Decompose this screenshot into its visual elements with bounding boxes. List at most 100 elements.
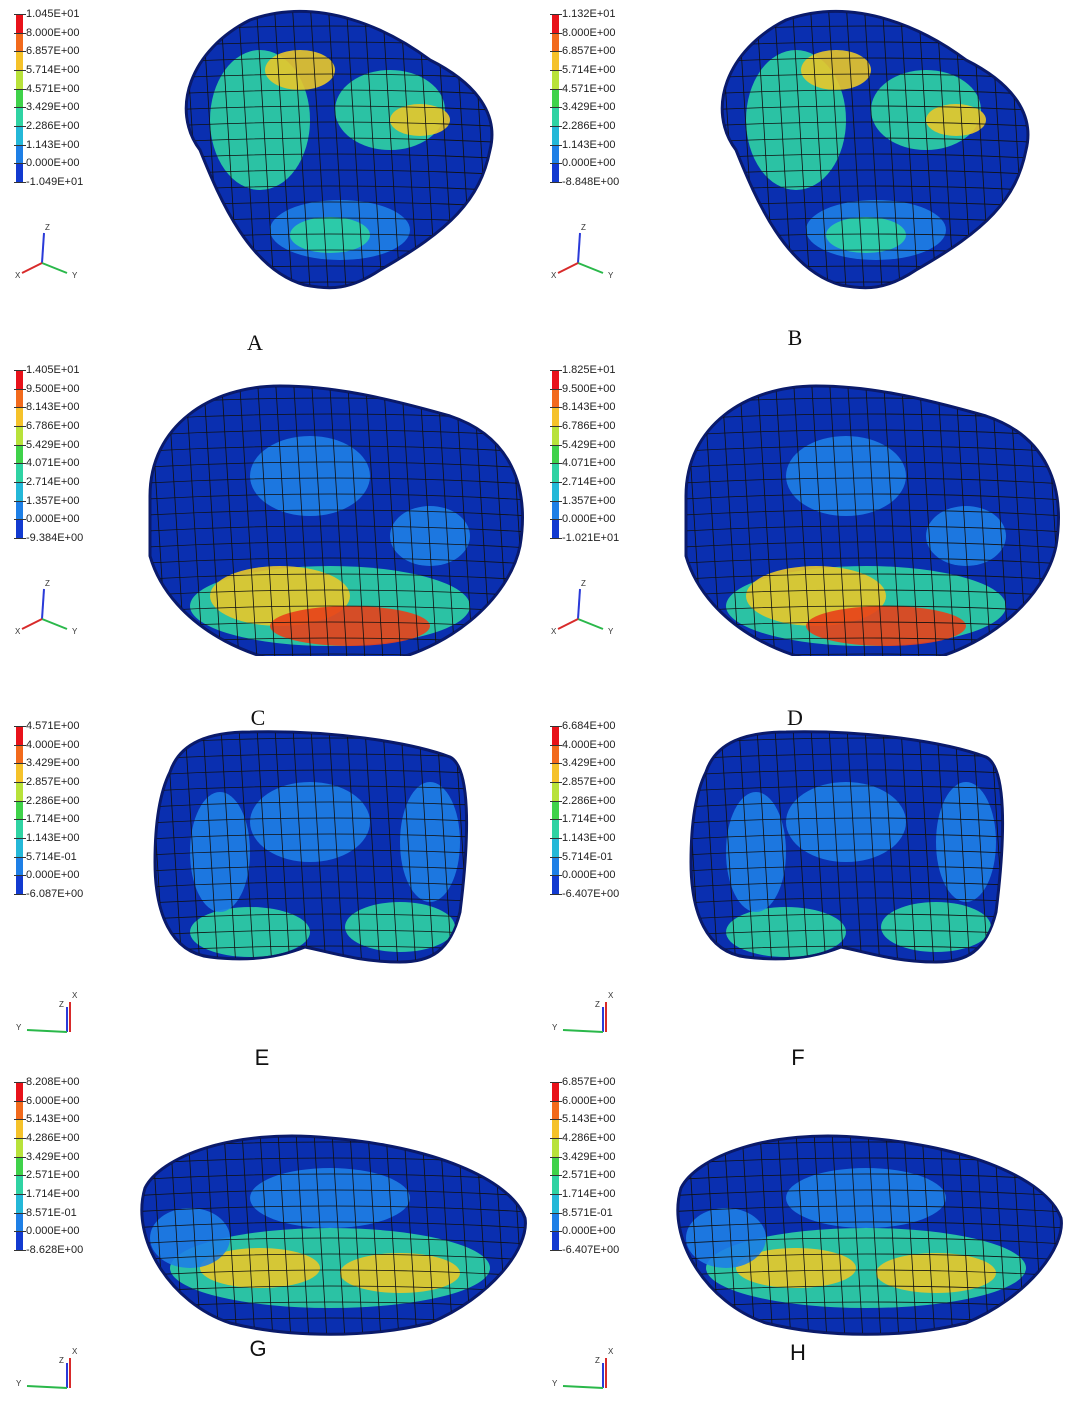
panel-caption: F [791, 1045, 805, 1070]
colorbar-swatch [552, 444, 559, 464]
colorbar-swatch [552, 500, 559, 520]
legend-tick [14, 1175, 26, 1177]
coordinate-triad: Z Y X [551, 579, 614, 636]
colorbar-swatch [552, 781, 559, 801]
colorbar-swatch [16, 163, 23, 182]
legend-tick [550, 1193, 562, 1195]
color-legend: 6.857E+00 6.000E+00 5.143E+00 4.286E+00 3.42… [548, 1076, 658, 1266]
legend-label: 8.571E-01 [562, 1206, 613, 1219]
colorbar-swatch [16, 14, 23, 33]
axis-y-label: Y [608, 627, 614, 636]
legend-label: 5.714E-01 [26, 850, 77, 863]
legend-tick [550, 481, 562, 483]
color-legend: 1.405E+01 9.500E+00 8.143E+00 6.786E+00 5.42… [12, 364, 122, 554]
legend-tick [550, 463, 562, 465]
legend-label: 2.571E+00 [26, 1169, 80, 1182]
colorbar-swatch [552, 107, 559, 126]
colorbar-swatch [16, 144, 23, 164]
colorbar-swatch [552, 32, 559, 52]
colorbar-swatch [552, 463, 559, 482]
colorbar-swatch [16, 107, 23, 126]
panel-caption: G [249, 1336, 267, 1361]
colorbar [552, 14, 559, 182]
colorbar-swatch [16, 763, 23, 782]
legend-tick [550, 856, 562, 858]
legend-label: -6.087E+00 [26, 887, 84, 900]
colorbar-swatch [16, 1231, 23, 1250]
colorbar-swatch [16, 463, 23, 482]
legend-label: 4.571E+00 [562, 82, 616, 95]
fe-mesh-c [148, 384, 524, 656]
legend-label: 6.786E+00 [562, 419, 616, 432]
axis-x-label: X [551, 627, 557, 636]
legend-label: 3.429E+00 [26, 1150, 80, 1163]
fe-mesh-h [676, 1134, 1063, 1336]
axis-z-label: Z [59, 1000, 64, 1009]
legend-tick [550, 819, 562, 821]
colorbar-swatch [552, 388, 559, 408]
legend-label: 4.000E+00 [562, 738, 616, 751]
legend-tick [550, 1082, 562, 1083]
fe-mesh-f [689, 730, 1005, 964]
legend-label: 8.571E-01 [26, 1206, 77, 1219]
legend-tick [14, 500, 26, 502]
colorbar-swatch [16, 1137, 23, 1157]
colorbar [16, 1082, 23, 1250]
fe-mesh-d [684, 384, 1060, 656]
panel-a: 1.045E+01 8.000E+00 6.857E+00 5.714E+00 4.57… [0, 0, 536, 355]
legend-label: 2.714E+00 [26, 475, 80, 488]
colorbar-swatch [552, 1231, 559, 1250]
colorbar-swatch [16, 837, 23, 857]
legend-label: 3.429E+00 [26, 101, 80, 114]
colorbar-swatch [16, 1193, 23, 1213]
legend-label: 2.857E+00 [562, 775, 616, 788]
legend-tick [14, 837, 26, 839]
colorbar-swatch [16, 388, 23, 408]
colorbar-swatch [16, 1100, 23, 1120]
legend-label: 1.143E+00 [26, 138, 80, 151]
colorbar-swatch [16, 744, 23, 764]
colorbar-swatch [552, 481, 559, 501]
colorbar-swatch [552, 800, 559, 820]
axis-z-label: Z [581, 579, 586, 588]
legend-tick [14, 463, 26, 465]
legend-tick [14, 425, 26, 427]
colorbar-swatch [552, 88, 559, 108]
axis-x-label: X [15, 271, 21, 280]
legend-label: 2.571E+00 [562, 1169, 616, 1182]
colorbar-swatch [16, 1212, 23, 1232]
legend-label: 2.857E+00 [26, 775, 80, 788]
legend-tick [550, 125, 562, 127]
colorbar [552, 370, 559, 538]
axis-y-label: Y [72, 627, 78, 636]
legend-tick [14, 875, 26, 877]
colorbar-swatch [16, 88, 23, 108]
legend-label: 2.714E+00 [562, 475, 616, 488]
legend-tick [14, 1212, 26, 1214]
colorbar-swatch [16, 875, 23, 894]
color-legend: 1.132E+01 8.000E+00 6.857E+00 5.714E+00 4.57… [548, 8, 658, 198]
panel-f: 6.684E+00 4.000E+00 3.429E+00 2.857E+00 2.28… [536, 712, 1072, 1070]
fe-mesh-b [720, 10, 1030, 290]
colorbar-swatch [552, 163, 559, 182]
colorbar-swatch [16, 425, 23, 445]
legend-label: 1.143E+00 [26, 831, 80, 844]
legend-tick [14, 856, 26, 858]
axis-y-label: Y [552, 1379, 558, 1388]
legend-tick [14, 32, 26, 34]
legend-label: 2.286E+00 [562, 119, 616, 132]
legend-tick [550, 88, 562, 90]
legend-tick [14, 144, 26, 146]
legend-tick [14, 781, 26, 783]
legend-tick [14, 14, 26, 15]
legend-label: 1.714E+00 [26, 813, 80, 826]
axis-z-label: Z [581, 223, 586, 232]
legend-tick [550, 837, 562, 839]
legend-label: 1.045E+01 [26, 8, 80, 20]
axis-y-label: Y [72, 271, 78, 280]
legend-label: 1.357E+00 [26, 494, 80, 507]
colorbar-swatch [552, 763, 559, 782]
colorbar-swatch [16, 444, 23, 464]
legend-tick [550, 69, 562, 71]
axis-x-label: X [608, 991, 614, 1000]
